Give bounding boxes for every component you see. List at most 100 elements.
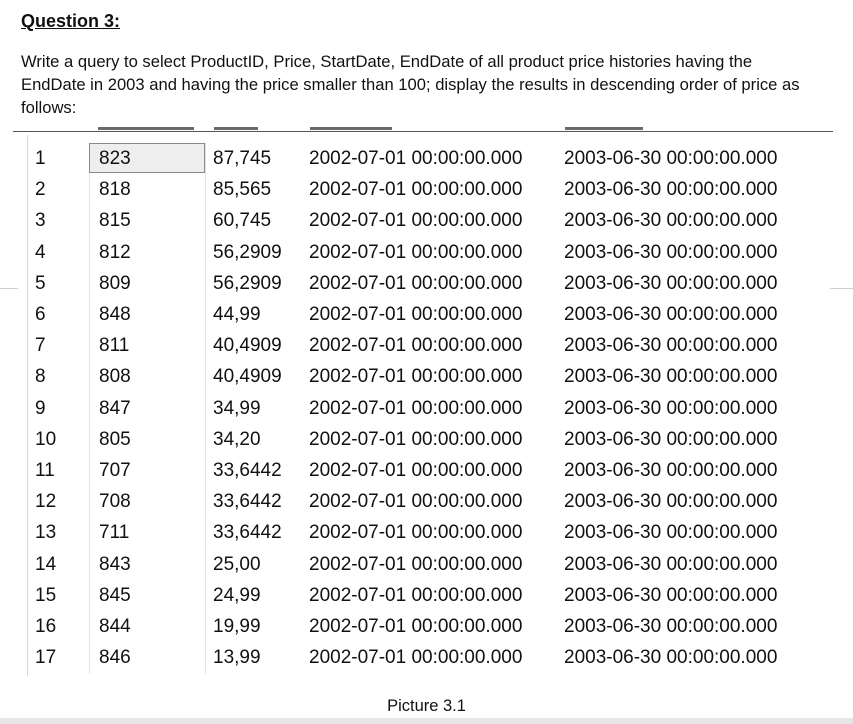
cell-end-date[interactable]: 2003-06-30 00:00:00.000	[564, 272, 778, 294]
cell-product-id[interactable]: 818	[99, 179, 131, 201]
cell-product-id[interactable]: 845	[99, 584, 131, 606]
cell-start-date[interactable]: 2002-07-01 00:00:00.000	[309, 397, 523, 419]
cell-start-date[interactable]: 2002-07-01 00:00:00.000	[309, 148, 523, 169]
cell-end-date[interactable]: 2003-06-30 00:00:00.000	[564, 304, 778, 325]
table-row[interactable]: 13 711 33,6442 2002-07-01 00:00:00.000 2003-…	[27, 517, 810, 548]
table-row[interactable]: 2 818 85,565 2002-07-01 00:00:00.000 2003-06…	[27, 174, 810, 205]
cell-start-date[interactable]: 2002-07-01 00:00:00.000	[309, 491, 523, 513]
cell-product-id[interactable]: 846	[99, 647, 131, 669]
cell-start-date[interactable]: 2002-07-01 00:00:00.000	[309, 647, 523, 669]
cell-end-date[interactable]: 2003-06-30 00:00:00.000	[564, 553, 778, 575]
cell-product-id[interactable]: 711	[99, 522, 130, 544]
cell-start-date[interactable]: 2002-07-01 00:00:00.000	[309, 179, 523, 201]
cell-price[interactable]: 56,2909	[213, 272, 282, 294]
cell-price[interactable]: 24,99	[213, 584, 261, 606]
row-number[interactable]: 5	[35, 272, 46, 294]
table-row[interactable]: 9 847 34,99 2002-07-01 00:00:00.000 2003-06-…	[27, 393, 810, 424]
cell-start-date[interactable]: 2002-07-01 00:00:00.000	[309, 335, 523, 357]
table-row[interactable]: 14 843 25,00 2002-07-01 00:00:00.000 2003-06…	[27, 549, 810, 580]
cell-end-date[interactable]: 2003-06-30 00:00:00.000	[564, 647, 778, 669]
cell-end-date[interactable]: 2003-06-30 00:00:00.000	[564, 241, 778, 263]
selected-cell[interactable]	[89, 143, 205, 173]
cell-end-date[interactable]: 2003-06-30 00:00:00.000	[564, 522, 778, 544]
cell-product-id[interactable]: 809	[99, 272, 131, 294]
table-row[interactable]: 7 811 40,4909 2002-07-01 00:00:00.000 2003-0…	[27, 330, 810, 361]
cell-price[interactable]: 40,4909	[213, 366, 282, 388]
cell-product-id[interactable]: 847	[99, 397, 131, 419]
cell-start-date[interactable]: 2002-07-01 00:00:00.000	[309, 553, 523, 575]
cell-start-date[interactable]: 2002-07-01 00:00:00.000	[309, 460, 523, 481]
cell-product-id[interactable]: 708	[99, 491, 131, 513]
row-number[interactable]: 15	[35, 584, 57, 606]
cell-product-id[interactable]: 812	[99, 241, 131, 263]
row-number[interactable]: 3	[35, 210, 46, 232]
row-number[interactable]: 13	[35, 522, 57, 544]
cell-end-date[interactable]: 2003-06-30 00:00:00.000	[564, 179, 778, 201]
cell-product-id[interactable]: 815	[99, 210, 131, 232]
row-number[interactable]: 10	[35, 428, 57, 450]
cell-price[interactable]: 85,565	[213, 179, 272, 201]
cell-price[interactable]: 56,2909	[213, 241, 282, 263]
table-row[interactable]: 4 812 56,2909 2002-07-01 00:00:00.000 2003-0…	[27, 237, 810, 268]
cell-start-date[interactable]: 2002-07-01 00:00:00.000	[309, 428, 523, 450]
table-row[interactable]: 8 808 40,4909 2002-07-01 00:00:00.000 2003-0…	[27, 361, 810, 392]
row-number[interactable]: 7	[35, 335, 46, 357]
row-number[interactable]: 9	[35, 397, 46, 419]
cell-product-id[interactable]: 844	[99, 616, 131, 637]
cell-start-date[interactable]: 2002-07-01 00:00:00.000	[309, 272, 523, 294]
table-row[interactable]: 16 844 19,99 2002-07-01 00:00:00.000 2003-06…	[27, 611, 810, 642]
table-row[interactable]: 1 823 87,745 2002-07-01 00:00:00.000 2003-06…	[27, 143, 810, 174]
row-number[interactable]: 6	[35, 304, 46, 325]
table-row[interactable]: 6 848 44,99 2002-07-01 00:00:00.000 2003-06-…	[27, 299, 810, 330]
cell-end-date[interactable]: 2003-06-30 00:00:00.000	[564, 397, 778, 419]
table-row[interactable]: 11 707 33,6442 2002-07-01 00:00:00.000 2003-…	[27, 455, 810, 486]
table-row[interactable]: 3 815 60,745 2002-07-01 00:00:00.000 2003-06…	[27, 205, 810, 236]
cell-end-date[interactable]: 2003-06-30 00:00:00.000	[564, 428, 778, 450]
cell-product-id[interactable]: 808	[99, 366, 131, 388]
cell-product-id[interactable]: 843	[99, 553, 131, 575]
cell-start-date[interactable]: 2002-07-01 00:00:00.000	[309, 584, 523, 606]
cell-product-id[interactable]: 707	[99, 460, 131, 481]
cell-end-date[interactable]: 2003-06-30 00:00:00.000	[564, 210, 778, 232]
table-row[interactable]: 17 846 13,99 2002-07-01 00:00:00.000 2003-06…	[27, 642, 810, 673]
row-number[interactable]: 14	[35, 553, 57, 575]
cell-price[interactable]: 87,745	[213, 148, 272, 169]
cell-end-date[interactable]: 2003-06-30 00:00:00.000	[564, 584, 778, 606]
cell-start-date[interactable]: 2002-07-01 00:00:00.000	[309, 304, 523, 325]
cell-product-id[interactable]: 823	[99, 148, 131, 169]
row-number[interactable]: 8	[35, 366, 46, 388]
cell-price[interactable]: 13,99	[213, 647, 261, 669]
cell-end-date[interactable]: 2003-06-30 00:00:00.000	[564, 616, 778, 637]
cell-end-date[interactable]: 2003-06-30 00:00:00.000	[564, 148, 778, 169]
cell-start-date[interactable]: 2002-07-01 00:00:00.000	[309, 241, 523, 263]
cell-end-date[interactable]: 2003-06-30 00:00:00.000	[564, 460, 778, 481]
cell-price[interactable]: 44,99	[213, 304, 261, 325]
cell-price[interactable]: 33,6442	[213, 522, 282, 544]
cell-price[interactable]: 25,00	[213, 553, 261, 575]
cell-end-date[interactable]: 2003-06-30 00:00:00.000	[564, 491, 778, 513]
row-number[interactable]: 4	[35, 241, 46, 263]
cell-start-date[interactable]: 2002-07-01 00:00:00.000	[309, 210, 523, 232]
table-row[interactable]: 10 805 34,20 2002-07-01 00:00:00.000 2003-06…	[27, 424, 810, 455]
table-row[interactable]: 15 845 24,99 2002-07-01 00:00:00.000 2003-06…	[27, 580, 810, 611]
row-number[interactable]: 2	[35, 179, 46, 201]
row-number[interactable]: 12	[35, 491, 57, 513]
cell-product-id[interactable]: 848	[99, 304, 131, 325]
cell-price[interactable]: 40,4909	[213, 335, 282, 357]
row-number[interactable]: 1	[35, 148, 46, 169]
cell-price[interactable]: 34,20	[213, 428, 261, 450]
cell-end-date[interactable]: 2003-06-30 00:00:00.000	[564, 366, 778, 388]
cell-price[interactable]: 33,6442	[213, 491, 282, 513]
cell-start-date[interactable]: 2002-07-01 00:00:00.000	[309, 616, 523, 637]
table-row[interactable]: 5 809 56,2909 2002-07-01 00:00:00.000 2003-0…	[27, 268, 810, 299]
cell-price[interactable]: 34,99	[213, 397, 261, 419]
row-number[interactable]: 11	[35, 460, 55, 481]
cell-start-date[interactable]: 2002-07-01 00:00:00.000	[309, 522, 523, 544]
table-row[interactable]: 12 708 33,6442 2002-07-01 00:00:00.000 2003-…	[27, 486, 810, 517]
cell-end-date[interactable]: 2003-06-30 00:00:00.000	[564, 335, 778, 357]
cell-start-date[interactable]: 2002-07-01 00:00:00.000	[309, 366, 523, 388]
cell-product-id[interactable]: 811	[99, 335, 130, 357]
cell-price[interactable]: 60,745	[213, 210, 272, 232]
row-number[interactable]: 17	[35, 647, 57, 669]
cell-price[interactable]: 33,6442	[213, 460, 282, 481]
